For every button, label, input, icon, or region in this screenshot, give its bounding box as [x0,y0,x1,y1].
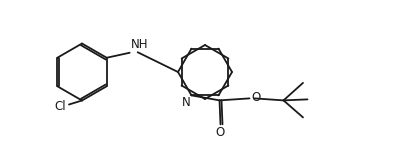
Text: NH: NH [131,38,148,51]
Text: O: O [216,126,225,139]
Text: Cl: Cl [55,99,66,112]
Text: N: N [182,96,191,109]
Text: O: O [252,91,261,104]
